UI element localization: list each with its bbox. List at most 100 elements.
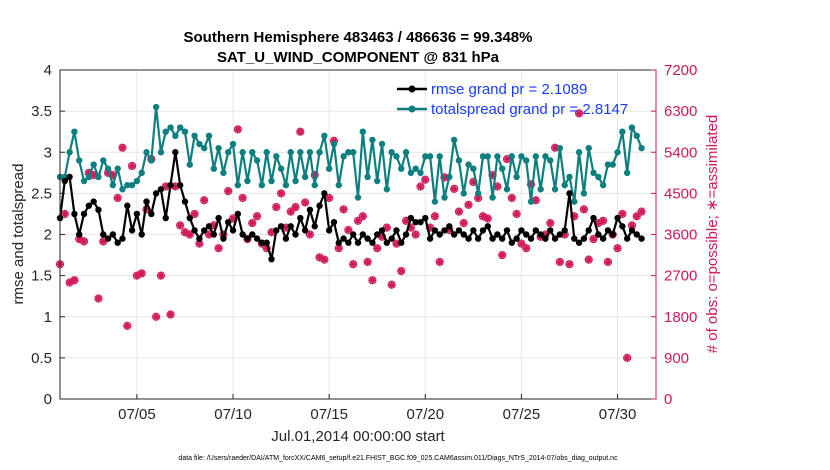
obs-possible-marker (224, 186, 233, 196)
obs-possible-marker (584, 255, 593, 264)
rmse-point (104, 235, 112, 242)
star-core (177, 223, 183, 228)
rmse-point (460, 231, 467, 238)
totalspread-point (244, 177, 251, 185)
totalspread-point (325, 165, 333, 172)
rmse-point (263, 239, 270, 246)
obs-possible-marker (387, 280, 396, 289)
obs-assimilated-marker (546, 219, 554, 227)
star-core (418, 184, 423, 189)
obs-possible-marker (252, 212, 262, 221)
rmse-point (114, 239, 121, 246)
obs-possible-marker (358, 212, 367, 221)
rmse-point (321, 190, 328, 197)
star-core (451, 186, 457, 192)
totalspread-point (628, 124, 636, 131)
obs-possible-marker (421, 175, 430, 184)
rmse-point (599, 235, 607, 242)
totalspread-point (609, 161, 616, 168)
obs-assimilated-marker (248, 219, 256, 227)
star-core (115, 195, 120, 201)
totalspread-point (359, 128, 367, 135)
totalspread-point (494, 153, 501, 160)
star-core (278, 191, 284, 196)
obs-assimilated-marker (195, 240, 203, 248)
rmse-point (330, 218, 338, 226)
y-tick-label: 3 (44, 144, 52, 161)
totalspread-point (498, 165, 506, 172)
obs-assimilated-marker (128, 162, 136, 170)
rmse-point (268, 255, 275, 263)
totalspread-point (460, 190, 467, 197)
y2-axis-label: # of obs: o=possible; ∗=assimilated (704, 115, 721, 354)
obs-assimilated-marker (349, 260, 357, 268)
rmse-point (133, 210, 141, 218)
star-core (466, 202, 471, 207)
star-core (504, 156, 510, 162)
obs-assimilated-marker (431, 212, 439, 220)
star-core (206, 232, 212, 237)
rmse-point (542, 235, 549, 242)
obs-assimilated-marker (469, 178, 477, 186)
star-core (120, 145, 125, 150)
star-core (475, 195, 481, 201)
rmse-point (412, 218, 419, 226)
star-core (514, 211, 519, 217)
totalspread-point (604, 161, 612, 168)
totalspread-point (446, 173, 453, 181)
totalspread-point (364, 173, 371, 181)
rmse-point (95, 206, 102, 214)
rmse-point (407, 214, 415, 222)
star-core (201, 198, 207, 203)
star-core (153, 314, 159, 319)
totalspread-point (599, 181, 607, 189)
obs-possible-marker (320, 255, 329, 264)
totalspread-point (638, 144, 645, 152)
rmse-point (374, 231, 381, 238)
obs-possible-marker (478, 212, 488, 221)
star-core (384, 225, 390, 230)
rmse-point (205, 223, 213, 230)
obs-possible-marker (435, 257, 444, 267)
star-core (519, 241, 524, 246)
obs-possible-marker (507, 193, 516, 203)
rmse-point (172, 149, 179, 156)
totalspread-point (532, 153, 540, 160)
rmse-point (152, 190, 160, 197)
totalspread-point (330, 140, 338, 148)
totalspread-point (181, 128, 189, 135)
obs-possible-marker (526, 180, 536, 189)
obs-assimilated-marker (604, 258, 612, 266)
totalspread-point (422, 153, 429, 160)
obs-assimilated-marker (325, 194, 333, 202)
star-core (240, 195, 245, 201)
rmse-point (354, 239, 362, 246)
rmse-point (450, 231, 458, 238)
obs-assimilated-marker (157, 272, 165, 280)
star-core (293, 204, 298, 210)
obs-possible-marker (296, 127, 305, 136)
obs-assimilated-marker (61, 210, 69, 218)
totalspread-point (551, 186, 559, 193)
star-core (307, 232, 313, 237)
y-tick-label: 0.5 (31, 350, 52, 367)
totalspread-point (571, 198, 578, 205)
obs-assimilated-marker (166, 310, 175, 319)
totalspread-point (100, 157, 107, 164)
totalspread-point (148, 157, 155, 164)
obs-assimilated-marker (416, 182, 425, 191)
star-core (399, 268, 404, 274)
obs-assimilated-marker (440, 173, 449, 181)
series-layer (55, 103, 646, 362)
rmse-point (571, 235, 578, 242)
rmse-point (595, 231, 602, 238)
rmse-point (364, 235, 371, 242)
obs-assimilated-marker (436, 258, 444, 266)
totalspread-point (210, 165, 218, 172)
star-core (413, 232, 418, 237)
obs-assimilated-marker (344, 226, 352, 234)
totalspread-point (66, 149, 73, 156)
totalspread-point (474, 190, 482, 197)
totalspread-point (277, 165, 285, 172)
totalspread-point (306, 149, 314, 156)
